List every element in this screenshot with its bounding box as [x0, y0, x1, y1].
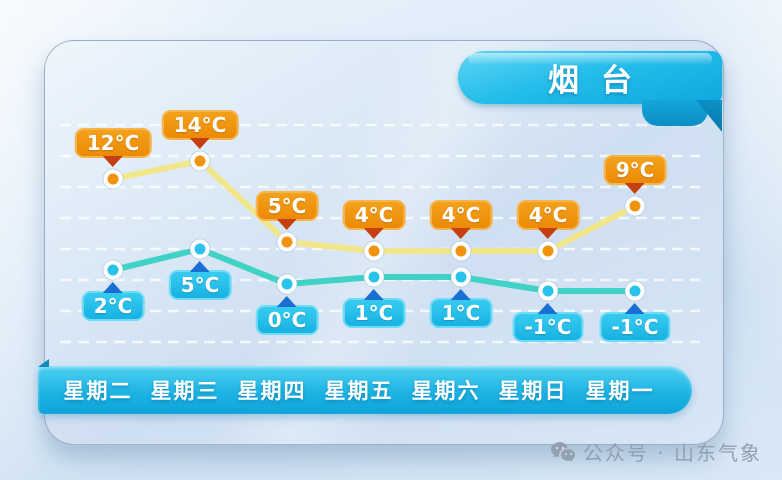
- watermark-text: 公众号 · 山东气象: [582, 441, 762, 465]
- ribbon-fold: [642, 100, 708, 126]
- weekday-label: 星期一: [585, 379, 655, 403]
- weekday-label: 星期日: [498, 379, 568, 403]
- weekday-label: 星期四: [237, 379, 307, 403]
- watermark: 公众号 · 山东气象: [550, 437, 762, 466]
- weekday-bar: 星期二 星期三 星期四 星期五 星期六 星期日 星期一: [38, 359, 692, 414]
- weekday-label: 星期三: [150, 379, 220, 403]
- weekday-label: 星期二: [63, 379, 133, 403]
- city-name: 烟台: [548, 63, 654, 99]
- city-banner: 烟台: [458, 51, 722, 132]
- weekday-label: 星期五: [324, 379, 394, 403]
- wechat-icon: [550, 441, 575, 462]
- weekday-label: 星期六: [411, 379, 481, 403]
